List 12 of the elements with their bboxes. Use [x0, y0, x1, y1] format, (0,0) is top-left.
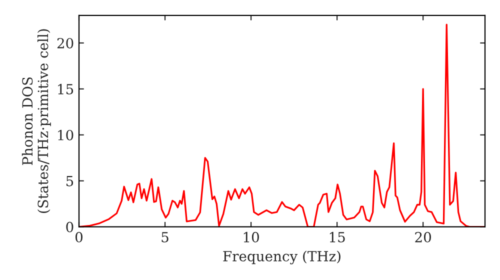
y-tick-label: 0: [66, 222, 74, 232]
x-axis-title: Frequency (THz): [223, 250, 340, 264]
x-tick-label: 20: [415, 232, 431, 242]
y-tick-label: 10: [58, 130, 74, 140]
y-tick-label: 15: [58, 84, 74, 94]
x-tick-label: 5: [162, 232, 168, 242]
x-tick-label: 0: [75, 232, 82, 242]
y-tick-label: 20: [57, 38, 74, 48]
x-tick-label: 10: [244, 232, 259, 242]
y-axis-title: Phonon DOS (States/THz·primitive cell): [22, 29, 51, 213]
x-tick-label: 15: [330, 232, 345, 242]
y-tick-label: 5: [66, 176, 74, 186]
